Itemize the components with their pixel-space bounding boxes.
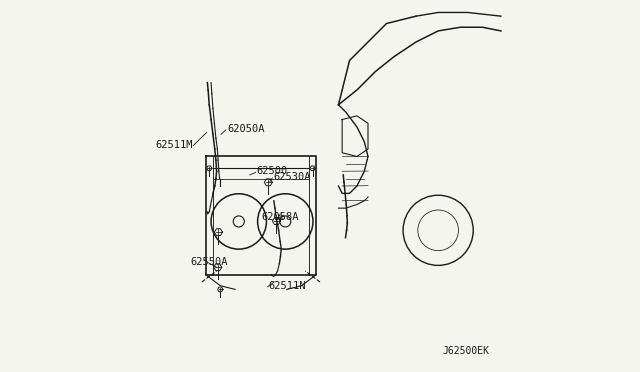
Text: 62530A: 62530A (273, 172, 310, 182)
Text: 62550A: 62550A (190, 257, 228, 267)
Text: 62058A: 62058A (261, 212, 298, 222)
Text: 62511M: 62511M (155, 140, 193, 150)
Text: 62500: 62500 (257, 166, 288, 176)
Text: 62050A: 62050A (227, 124, 264, 134)
Text: J62500EK: J62500EK (443, 346, 490, 356)
Text: 62511N: 62511N (268, 281, 306, 291)
